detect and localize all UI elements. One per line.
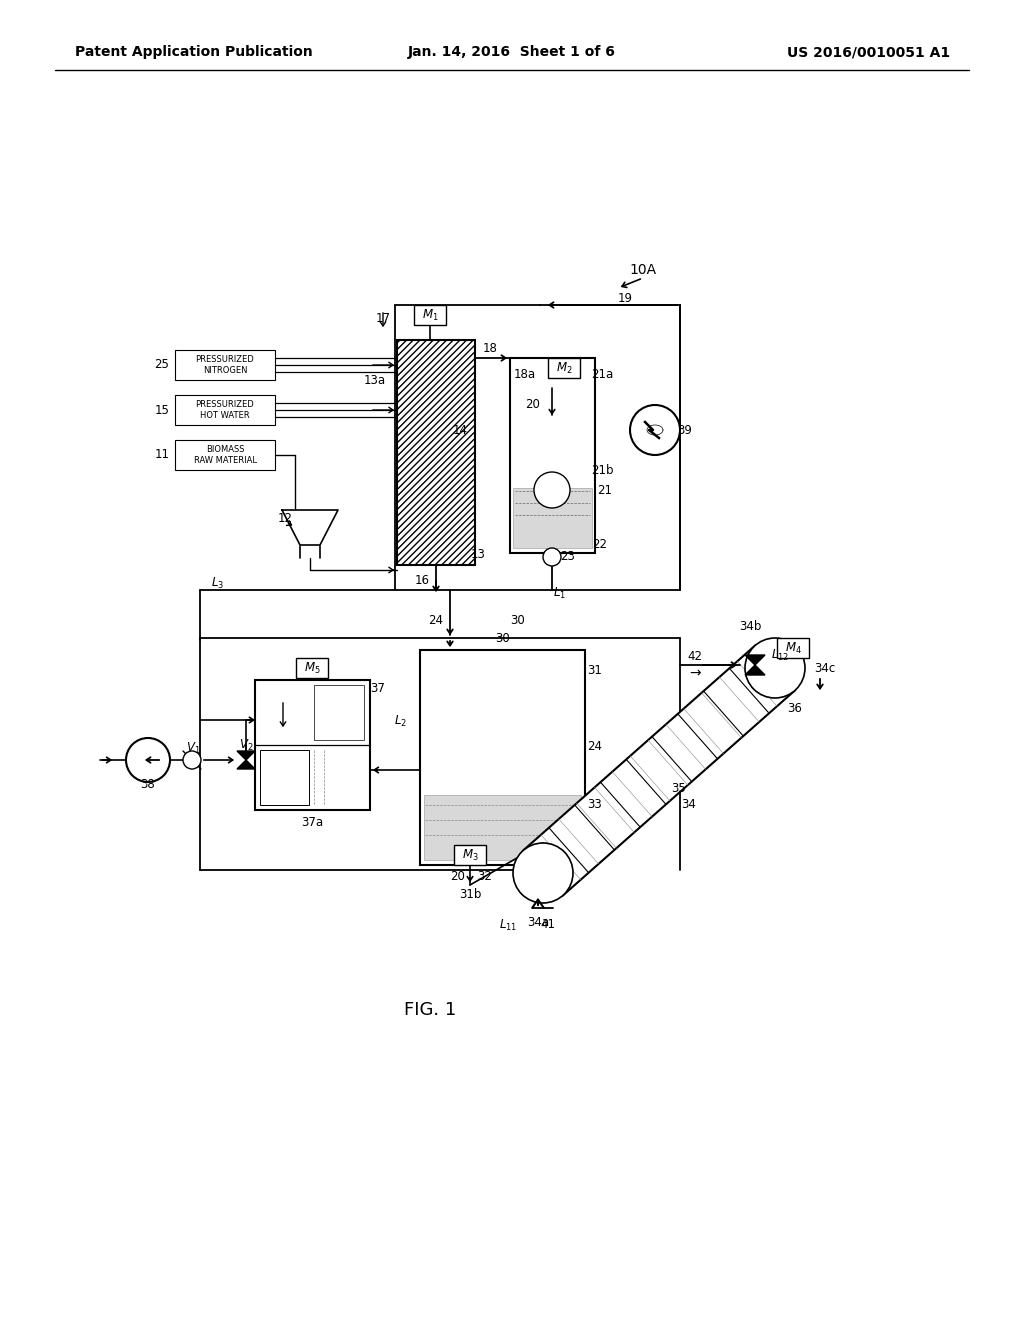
Text: 23: 23 (560, 550, 575, 564)
Text: BIOMASS
RAW MATERIAL: BIOMASS RAW MATERIAL (194, 445, 256, 465)
Text: 38: 38 (140, 779, 156, 792)
Text: $L_{11}$: $L_{11}$ (499, 917, 517, 932)
Bar (255, 680, 370, 810)
Text: 20: 20 (451, 870, 466, 883)
Text: Jan. 14, 2016  Sheet 1 of 6: Jan. 14, 2016 Sheet 1 of 6 (408, 45, 616, 59)
Text: 31: 31 (588, 664, 602, 676)
Text: 31b: 31b (459, 888, 481, 902)
Text: 21: 21 (597, 483, 612, 496)
Text: 24: 24 (428, 614, 443, 627)
Text: 30: 30 (496, 631, 510, 644)
Text: 25: 25 (155, 359, 169, 371)
Text: 24: 24 (588, 741, 602, 754)
Text: 34: 34 (682, 799, 696, 812)
Bar (175, 440, 275, 470)
Text: $L_1$: $L_1$ (554, 586, 566, 601)
Text: $M_1$: $M_1$ (422, 308, 438, 322)
Bar (314, 685, 364, 741)
Text: 18a: 18a (514, 367, 537, 380)
Bar (510, 358, 595, 553)
Text: $M_3$: $M_3$ (462, 847, 478, 862)
Text: 16: 16 (415, 573, 429, 586)
Bar (420, 649, 585, 865)
Circle shape (183, 751, 201, 770)
Text: 18: 18 (482, 342, 498, 355)
Text: $L_2$: $L_2$ (393, 713, 407, 729)
Bar (548, 358, 580, 378)
Text: 37: 37 (371, 681, 385, 694)
Text: 30: 30 (511, 614, 525, 627)
Text: $M_5$: $M_5$ (304, 660, 321, 676)
Text: 13a: 13a (364, 374, 386, 387)
Text: PRESSURIZED
HOT WATER: PRESSURIZED HOT WATER (196, 400, 254, 420)
Text: 14: 14 (453, 424, 468, 437)
Text: 19: 19 (617, 292, 633, 305)
Text: 34a: 34a (527, 916, 549, 929)
Bar (454, 845, 486, 865)
Bar (414, 305, 446, 325)
Polygon shape (237, 751, 255, 760)
Text: 17: 17 (376, 312, 390, 325)
Text: 35: 35 (672, 781, 686, 795)
Bar (175, 350, 275, 380)
Text: 11: 11 (155, 449, 170, 462)
Bar (777, 638, 809, 657)
Text: $→$: $→$ (688, 665, 701, 678)
Bar (175, 395, 275, 425)
Bar (397, 341, 475, 565)
Text: 21b: 21b (591, 463, 613, 477)
Circle shape (630, 405, 680, 455)
Text: 21a: 21a (591, 368, 613, 381)
Text: $L_3$: $L_3$ (212, 576, 224, 590)
Text: $L_{12}$: $L_{12}$ (771, 647, 790, 663)
Circle shape (126, 738, 170, 781)
Bar (513, 488, 592, 548)
Text: US 2016/0010051 A1: US 2016/0010051 A1 (786, 45, 950, 59)
Text: 34c: 34c (814, 661, 836, 675)
Circle shape (513, 843, 573, 903)
Text: 13: 13 (471, 549, 485, 561)
Text: $V_1$: $V_1$ (185, 741, 201, 755)
Text: 32: 32 (477, 870, 493, 883)
Text: 34b: 34b (738, 619, 761, 632)
Text: 39: 39 (678, 424, 692, 437)
Text: FIG. 1: FIG. 1 (403, 1001, 456, 1019)
Text: 42: 42 (687, 651, 702, 664)
Text: 22: 22 (593, 539, 607, 552)
Circle shape (543, 548, 561, 566)
Text: 37a: 37a (301, 817, 323, 829)
Polygon shape (282, 510, 338, 545)
Text: $M_2$: $M_2$ (556, 360, 572, 376)
Text: 10A: 10A (630, 263, 656, 277)
Text: Patent Application Publication: Patent Application Publication (75, 45, 312, 59)
Text: $M_4$: $M_4$ (784, 640, 802, 656)
Polygon shape (745, 655, 765, 665)
Polygon shape (237, 760, 255, 770)
Bar (296, 657, 328, 678)
Text: $V_2$: $V_2$ (239, 738, 253, 752)
Text: 36: 36 (787, 701, 803, 714)
Circle shape (745, 638, 805, 698)
Text: 33: 33 (588, 799, 602, 812)
Polygon shape (745, 665, 765, 675)
Text: 20: 20 (525, 399, 540, 412)
Bar (260, 750, 309, 805)
Text: 41: 41 (541, 919, 555, 932)
Text: 15: 15 (155, 404, 169, 417)
Polygon shape (523, 645, 795, 895)
Bar (424, 795, 581, 861)
Text: PRESSURIZED
NITROGEN: PRESSURIZED NITROGEN (196, 355, 254, 375)
Text: 12: 12 (278, 511, 293, 524)
Circle shape (534, 473, 570, 508)
